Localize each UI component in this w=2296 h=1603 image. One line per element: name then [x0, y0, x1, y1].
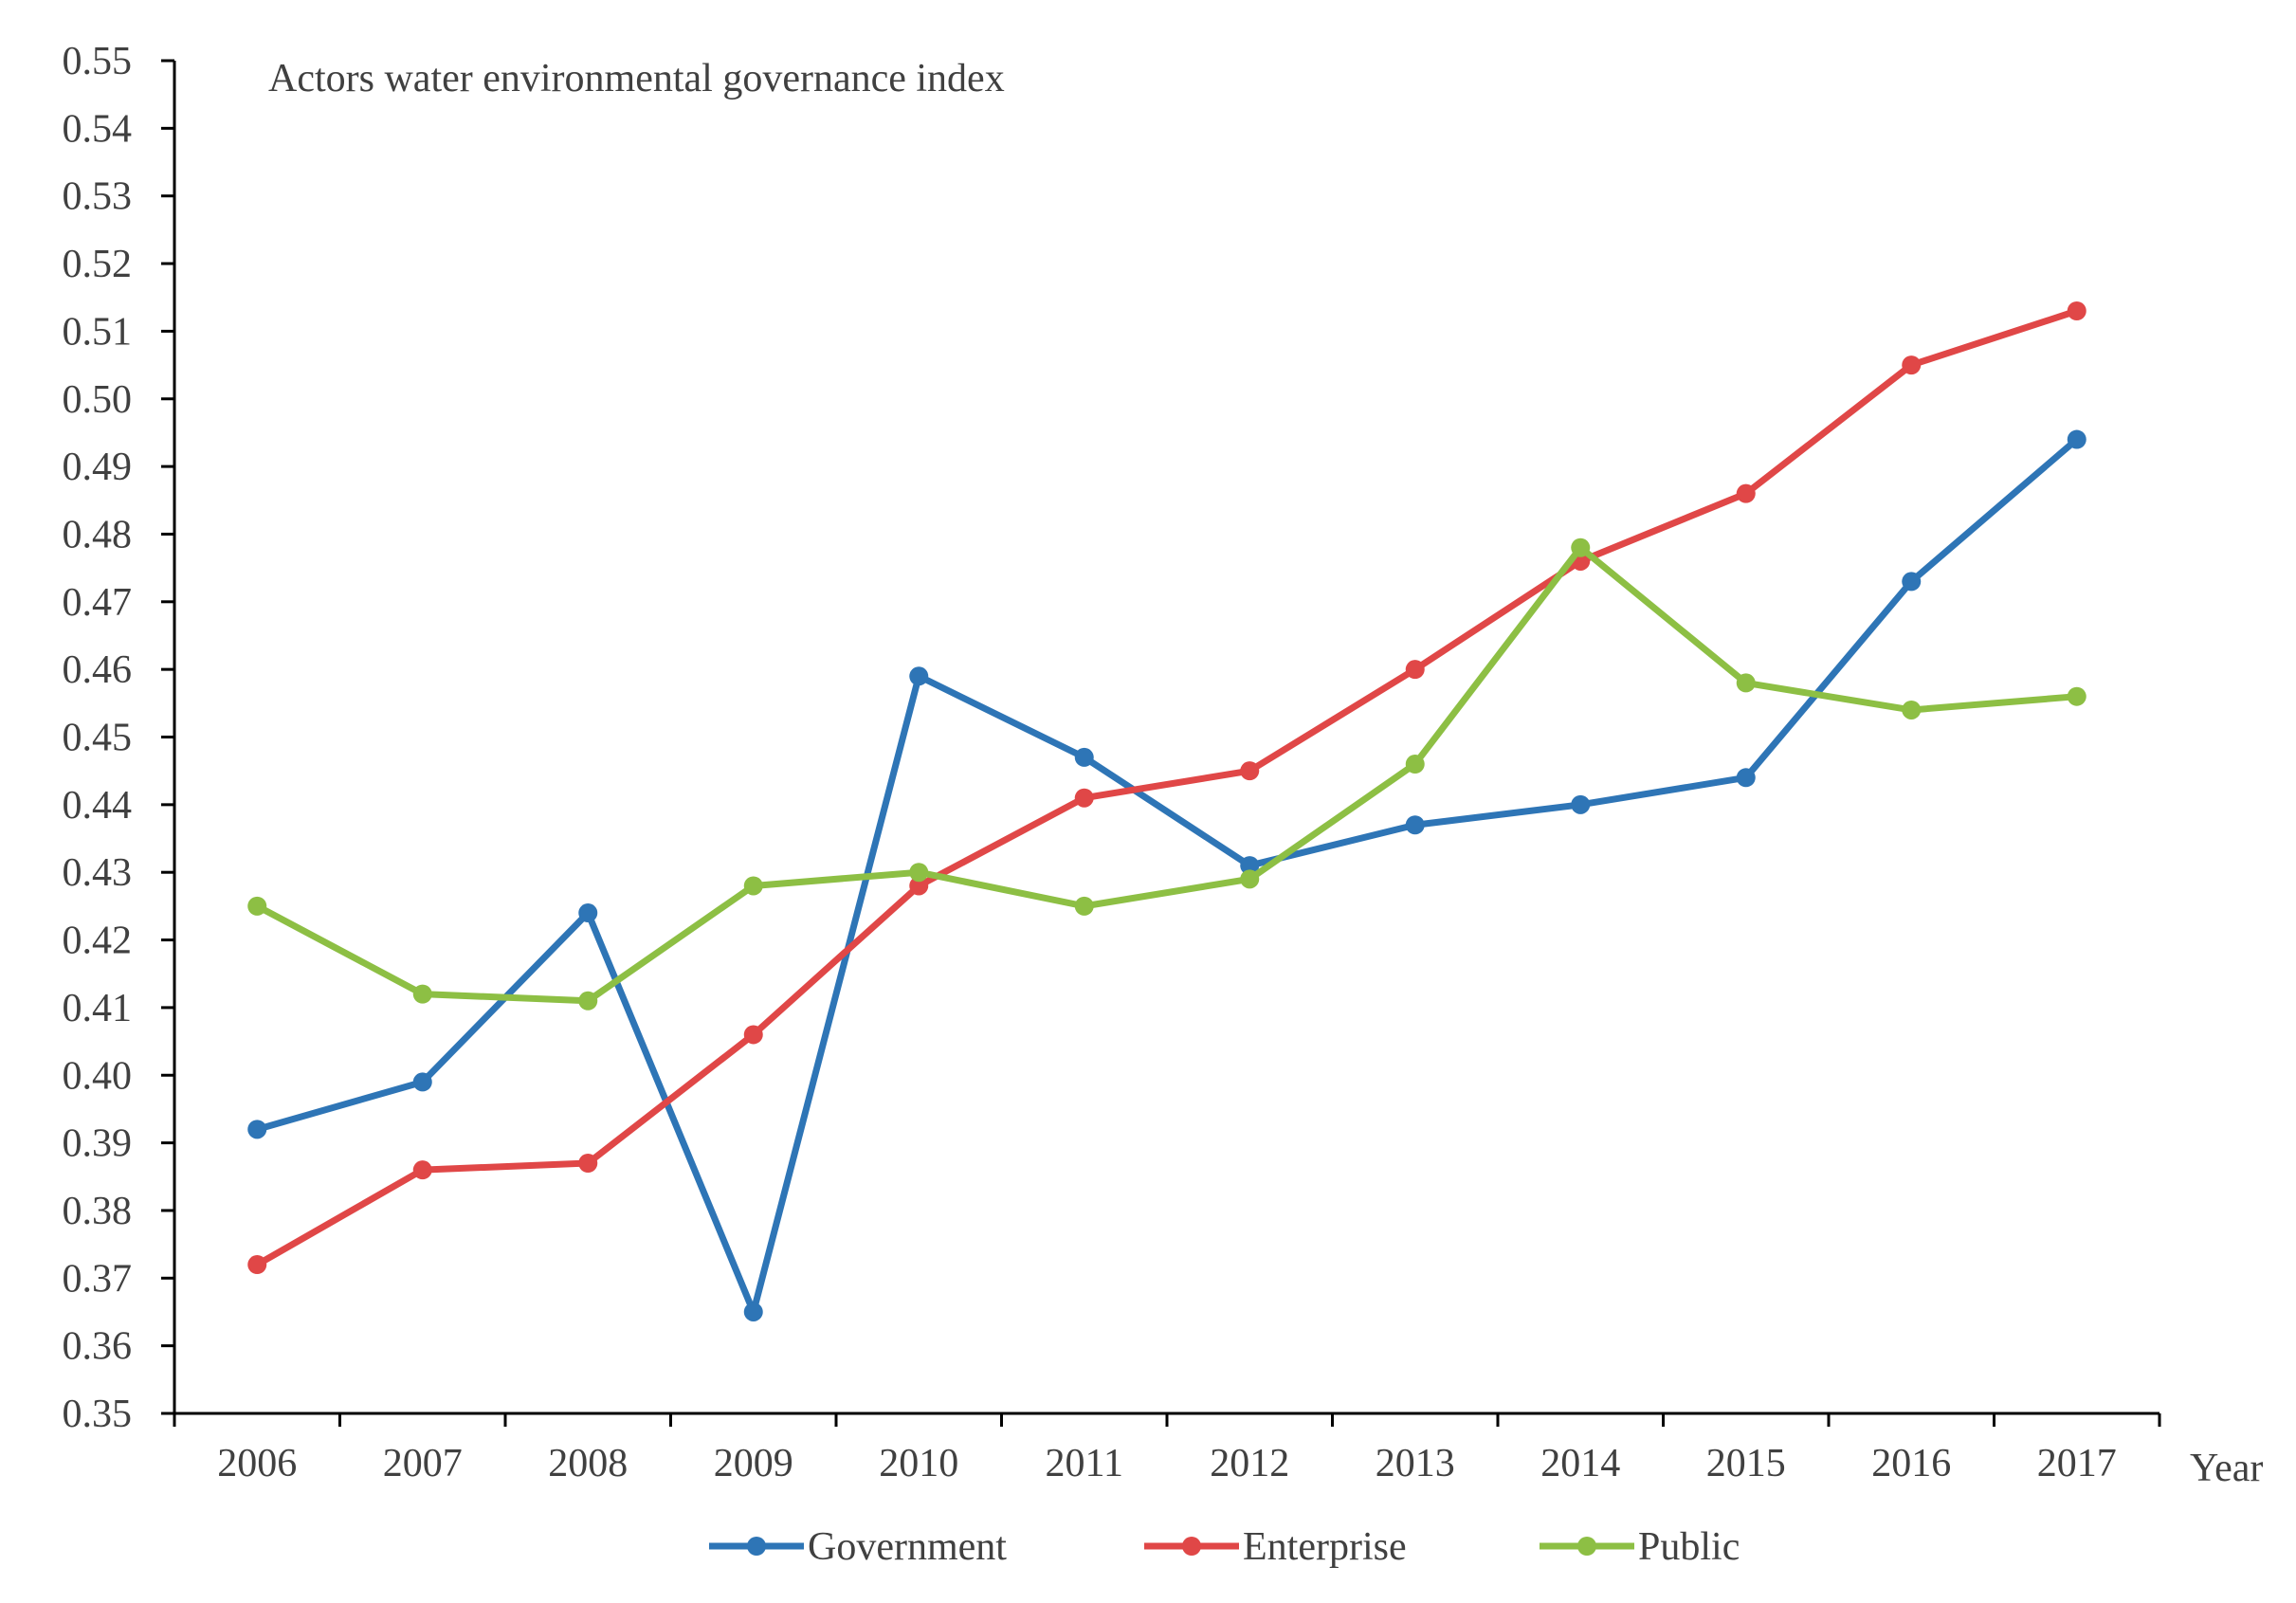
legend-marker-government [747, 1537, 766, 1556]
series-government [247, 429, 2086, 1321]
y-tick-label: 0.38 [63, 1190, 133, 1233]
y-tick-label: 0.36 [63, 1325, 133, 1369]
data-point-enterprise [412, 1160, 432, 1180]
x-tick-label: 2006 [217, 1442, 297, 1485]
data-point-government [1902, 572, 1922, 592]
legend-label-public: Public [1638, 1525, 1740, 1569]
y-tick-label: 0.43 [63, 851, 133, 895]
x-tick-label: 2015 [1706, 1442, 1786, 1485]
legend: Government Enterprise Public [709, 1525, 1740, 1569]
y-tick-label: 0.48 [63, 513, 133, 556]
data-point-public [247, 896, 267, 916]
y-tick-label: 0.45 [63, 717, 133, 760]
y-tick-label: 0.50 [63, 378, 133, 422]
series-enterprise [247, 301, 2086, 1275]
y-tick-label: 0.51 [63, 310, 133, 354]
data-point-government [578, 903, 598, 923]
y-tick-label: 0.52 [63, 243, 133, 286]
series-line-government [253, 436, 2081, 1316]
y-tick-label: 0.37 [63, 1257, 133, 1301]
y-tick-label: 0.47 [63, 581, 133, 625]
data-point-enterprise [1074, 788, 1094, 808]
data-point-government [2067, 429, 2086, 449]
y-tick-label: 0.44 [63, 784, 133, 828]
series-line-public [253, 544, 2081, 1005]
x-tick-label: 2007 [383, 1442, 463, 1485]
data-point-public [578, 991, 598, 1011]
x-tick-label: 2014 [1540, 1442, 1620, 1485]
data-point-enterprise [1240, 761, 1260, 781]
ticks: 0.35 0.36 0.37 0.38 0.39 0.40 0.41 0.42 0.43 0.44… [63, 40, 2161, 1485]
y-tick-label: 0.35 [63, 1393, 133, 1436]
x-tick-label: 2013 [1376, 1442, 1455, 1485]
data-point-enterprise [743, 1025, 763, 1045]
series-line-enterprise [253, 307, 2081, 1268]
legend-item-public: Public [1540, 1525, 1740, 1569]
series-public [247, 537, 2086, 1011]
chart-title: Actors water environmental governance in… [268, 57, 1005, 100]
data-point-public [412, 984, 432, 1004]
x-tick-label: 2012 [1210, 1442, 1289, 1485]
data-point-government [909, 666, 929, 686]
data-point-public [1736, 673, 1756, 693]
data-point-public [1074, 896, 1094, 916]
x-tick-label: 2008 [548, 1442, 628, 1485]
data-point-enterprise [1405, 660, 1425, 680]
data-point-public [1902, 700, 1922, 720]
legend-marker-public [1577, 1537, 1596, 1556]
x-axis-label: Year [2190, 1447, 2263, 1490]
x-tick-label: 2017 [2037, 1442, 2117, 1485]
legend-label-enterprise: Enterprise [1243, 1525, 1407, 1569]
data-point-government [1074, 747, 1094, 767]
y-tick-label: 0.53 [63, 175, 133, 219]
data-point-government [743, 1302, 763, 1321]
data-point-public [1405, 755, 1425, 774]
x-tick-label: 2016 [1871, 1442, 1951, 1485]
data-point-government [1405, 815, 1425, 835]
y-tick-label: 0.49 [63, 446, 133, 489]
data-point-enterprise [2067, 301, 2086, 320]
x-tick-label: 2009 [714, 1442, 793, 1485]
y-tick-label: 0.41 [63, 987, 133, 1030]
y-tick-label: 0.55 [63, 40, 133, 83]
data-point-public [1571, 537, 1591, 557]
data-point-enterprise [578, 1154, 598, 1174]
x-tick-label: 2011 [1046, 1442, 1123, 1485]
y-tick-label: 0.40 [63, 1054, 133, 1098]
data-point-public [909, 863, 929, 883]
legend-marker-enterprise [1182, 1537, 1201, 1556]
x-tick-label: 2010 [879, 1442, 958, 1485]
data-point-public [2067, 686, 2086, 706]
y-tick-label: 0.54 [63, 107, 133, 151]
data-point-enterprise [909, 876, 929, 896]
data-point-enterprise [1736, 483, 1756, 503]
legend-label-government: Government [808, 1525, 1007, 1569]
data-point-enterprise [247, 1255, 267, 1275]
data-point-government [1240, 856, 1260, 876]
data-point-public [1240, 869, 1260, 889]
data-point-enterprise [1902, 355, 1922, 375]
y-tick-label: 0.46 [63, 648, 133, 692]
series [247, 301, 2086, 1321]
legend-item-enterprise: Enterprise [1144, 1525, 1407, 1569]
y-tick-label: 0.39 [63, 1122, 133, 1166]
y-tick-label: 0.42 [63, 920, 133, 963]
data-point-government [247, 1120, 267, 1139]
data-point-government [412, 1072, 432, 1092]
data-point-government [1571, 794, 1591, 814]
legend-item-government: Government [709, 1525, 1007, 1569]
axes [173, 61, 2159, 1415]
data-point-government [1736, 768, 1756, 788]
data-point-public [743, 876, 763, 896]
